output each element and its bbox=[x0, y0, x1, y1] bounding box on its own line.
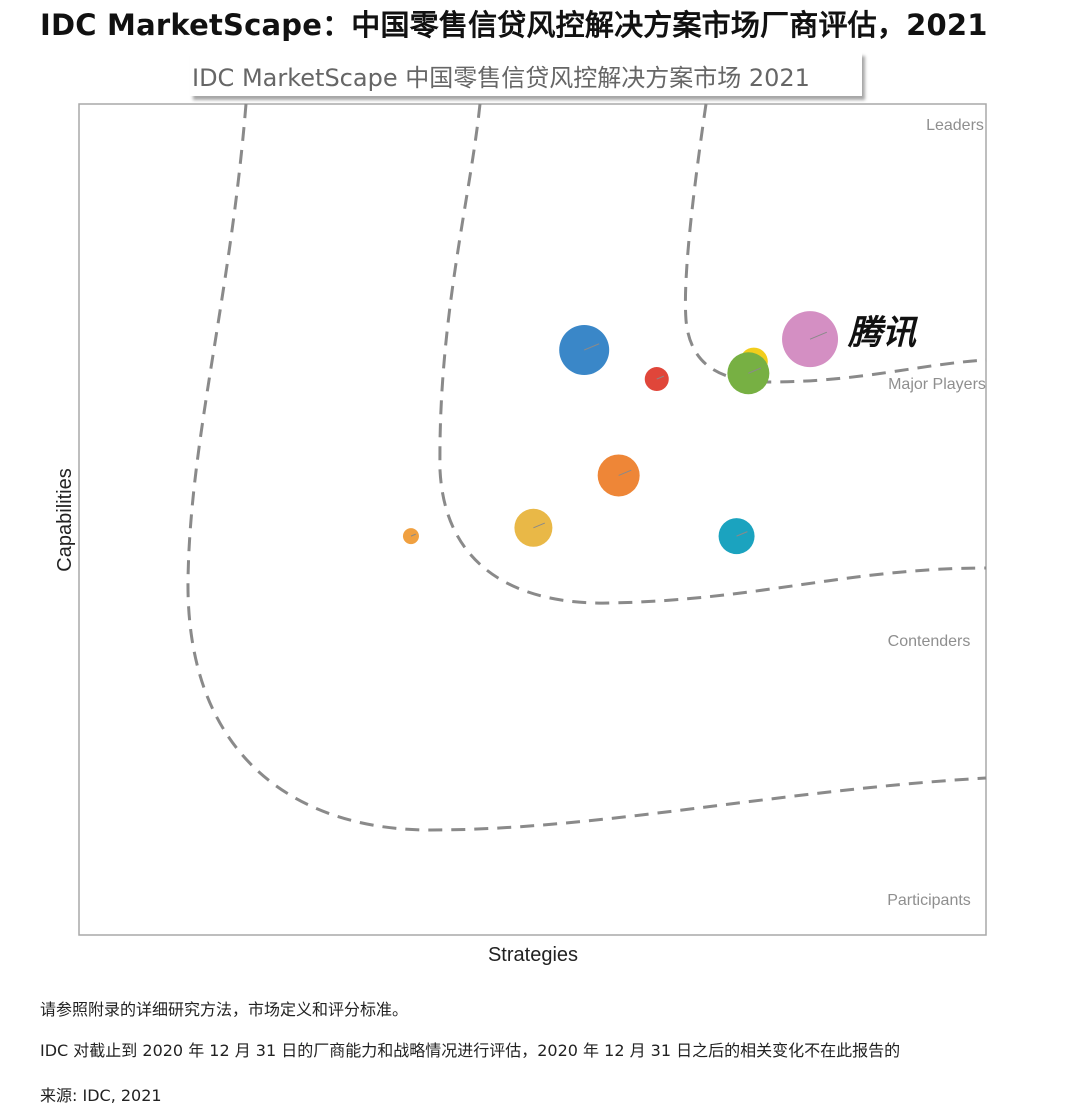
y-axis-label: Capabilities bbox=[54, 468, 76, 571]
chart-title-box bbox=[190, 52, 862, 96]
zone-label-leaders: Leaders bbox=[926, 117, 984, 134]
methodology-note: 请参照附录的详细研究方法，市场定义和评分标准。 bbox=[40, 1000, 409, 1019]
evaluation-date-note: IDC 对截止到 2020 年 12 月 31 日的厂商能力和战略情况进行评估，… bbox=[40, 1041, 901, 1060]
zone-label-participants: Participants bbox=[887, 892, 971, 909]
zone-label-contenders: Contenders bbox=[888, 633, 971, 650]
zone-boundary-major-players bbox=[683, 103, 987, 384]
x-axis-label: Strategies bbox=[488, 944, 578, 966]
zone-boundary-participants bbox=[186, 103, 987, 832]
chart-title: IDC MarketScape 中国零售信贷风控解决方案市场 2021 bbox=[192, 64, 810, 92]
bubble-leader-line-5 bbox=[656, 375, 665, 380]
bubble-leader-line-7 bbox=[533, 522, 545, 529]
bubble-leader-line-4 bbox=[584, 343, 600, 351]
source-note: 来源: IDC, 2021 bbox=[40, 1086, 162, 1105]
page-title: IDC MarketScape：中国零售信贷风控解决方案市场厂商评估，2021 bbox=[40, 8, 988, 42]
marketscape-chart: Leaders Major Players Contenders Partici… bbox=[54, 103, 987, 966]
plot-frame bbox=[78, 103, 987, 936]
bubble-leader-line-6 bbox=[618, 469, 632, 476]
zone-boundary-contenders bbox=[438, 103, 987, 605]
bubble-leader-line-9 bbox=[410, 533, 416, 537]
zone-label-major-players: Major Players bbox=[888, 376, 986, 393]
highlight-vendor-label: 腾讯 bbox=[847, 313, 919, 353]
bubble-leader-line-1 bbox=[809, 331, 828, 340]
bubble-layer bbox=[402, 311, 839, 555]
bubble-leader-line-3 bbox=[748, 367, 762, 374]
bubble-leader-line-8 bbox=[736, 531, 748, 537]
